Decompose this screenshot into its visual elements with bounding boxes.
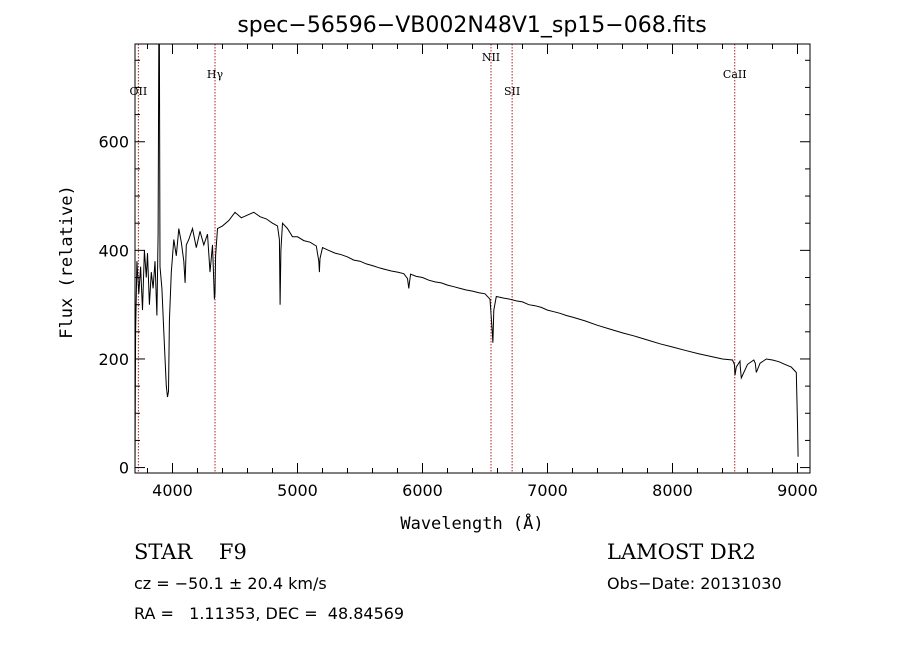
x-tick-label: 9000 [777, 481, 818, 500]
coordinates-info: RA = 1.11353, DEC = 48.84569 [134, 604, 405, 623]
y-tick-label: 200 [98, 350, 129, 369]
x-tick-label: 5000 [277, 481, 318, 500]
y-axis-label: Flux (relative) [57, 185, 77, 339]
y-tick-label: 600 [98, 133, 129, 152]
spectrum-line [134, 43, 799, 468]
object-class: STAR F9 [134, 540, 247, 564]
y-tick-label: 0 [119, 459, 129, 478]
x-tick-label: 7000 [527, 481, 568, 500]
line-marker-label-2: NII [482, 51, 500, 64]
axis-ticks: 4000 5000 6000 7000 8000 9000 0 200 400 600 [98, 44, 818, 500]
survey-name: LAMOST DR2 [607, 540, 756, 564]
x-tick-label: 8000 [652, 481, 693, 500]
emission-line-markers: OII Hγ NII SII CaII [130, 44, 747, 473]
line-marker-label-1: Hγ [207, 68, 224, 81]
line-marker-label-4: CaII [723, 68, 747, 81]
y-tick-label: 400 [98, 241, 129, 260]
x-tick-label: 6000 [402, 481, 443, 500]
line-marker-label-3: SII [504, 85, 520, 98]
redshift-info: cz = −50.1 ± 20.4 km/s [134, 574, 327, 593]
obs-date: Obs−Date: 20131030 [607, 574, 782, 593]
plot-frame [134, 43, 811, 474]
chart-title: spec−56596−VB002N48V1_sp15−068.fits [237, 13, 706, 38]
x-tick-label: 4000 [152, 481, 193, 500]
line-marker-label-0: OII [130, 85, 148, 98]
x-axis-label: Wavelength (Å) [400, 512, 543, 534]
